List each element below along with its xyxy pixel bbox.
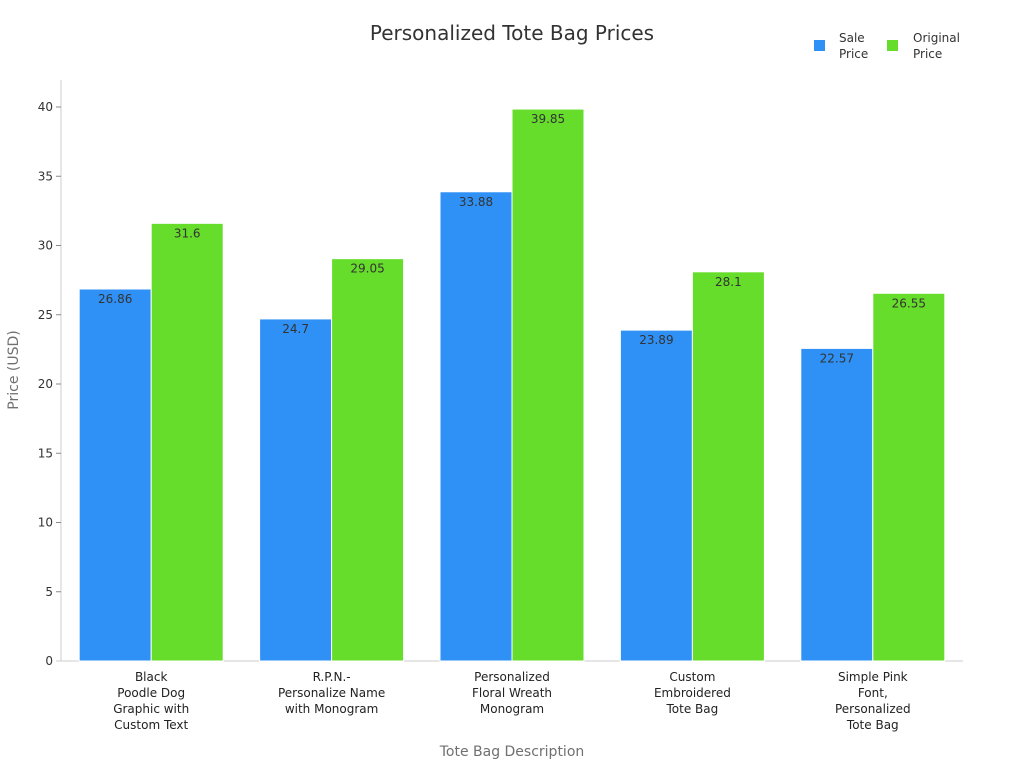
data-labels: 26.86 31.6 24.7 29.05 33.88 39.85 23.89 28.1 22.…: [98, 112, 926, 365]
data-label: 31.6: [174, 226, 201, 240]
data-label: 39.85: [531, 112, 565, 126]
bar-original-2: [511, 108, 585, 662]
legend-swatch: [887, 40, 898, 51]
legend-swatch: [814, 40, 825, 51]
bar-original-4: [872, 292, 946, 662]
data-label: 29.05: [350, 262, 384, 276]
x-tick-label: R.P.N.-Personalize Name with Monogram: [278, 670, 385, 716]
y-tick-label: 20: [38, 377, 53, 391]
x-tick-label: Black Poodle Dog Graphic with Custom Text: [113, 670, 189, 732]
data-label: 22.57: [820, 351, 854, 365]
bar-sale-2: [439, 191, 513, 662]
legend-label: Sale Price: [839, 31, 868, 61]
bar-original-0: [150, 222, 224, 662]
data-label: 26.86: [98, 292, 132, 306]
x-tick-label: Custom Embroidered Tote Bag: [654, 670, 731, 716]
y-tick-label: 5: [45, 585, 53, 599]
chart-title: Personalized Tote Bag Prices: [370, 21, 654, 45]
bars: [78, 108, 946, 662]
data-label: 33.88: [459, 195, 493, 209]
bar-original-1: [331, 258, 405, 662]
bar-sale-1: [259, 318, 333, 662]
x-axis: Black Poodle Dog Graphic with Custom Text R.…: [56, 660, 963, 732]
x-axis-title: Tote Bag Description: [439, 744, 585, 760]
data-label: 23.89: [639, 333, 673, 347]
data-label: 24.7: [282, 322, 309, 336]
y-axis-title: Price (USD): [6, 330, 22, 409]
legend-label: Original Price: [913, 31, 960, 61]
bar-sale-0: [78, 288, 152, 662]
y-axis: 0 5 10 15 20 25 30 35 40: [38, 80, 62, 668]
bar-original-3: [691, 271, 765, 662]
y-tick-label: 15: [38, 446, 53, 460]
x-tick-label: Simple Pink Font, Personalized Tote Bag: [835, 670, 911, 732]
data-label: 28.1: [715, 275, 742, 289]
x-tick-label: Personalized Floral Wreath Monogram: [472, 670, 552, 716]
bar-sale-3: [619, 329, 693, 662]
y-tick-label: 35: [38, 169, 53, 183]
y-tick-label: 0: [45, 654, 53, 668]
y-tick-label: 40: [38, 100, 53, 114]
y-tick-label: 10: [38, 516, 53, 530]
y-tick-label: 25: [38, 308, 53, 322]
bar-sale-4: [800, 347, 874, 662]
legend: Sale Price Original Price: [814, 31, 960, 61]
y-tick-label: 30: [38, 239, 53, 253]
data-label: 26.55: [892, 296, 926, 310]
